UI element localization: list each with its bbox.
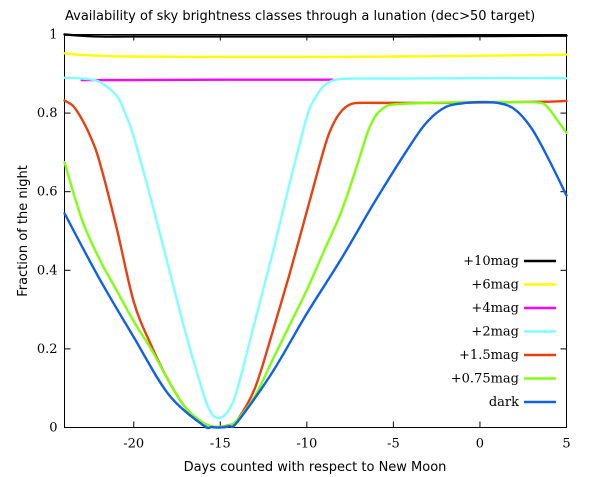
y-tick-label: 0.4 <box>37 263 58 278</box>
x-tick-label: 0 <box>476 437 484 452</box>
legend-label: dark <box>489 395 519 410</box>
x-tick-label: -15 <box>210 437 231 452</box>
legend-label: +4mag <box>471 301 519 316</box>
legend-label: +6mag <box>471 278 519 293</box>
y-tick-label: 0.6 <box>37 185 58 200</box>
series-line-6mag <box>63 52 568 59</box>
legend-label: +10mag <box>463 254 519 269</box>
y-tick-label: 0.2 <box>37 342 58 357</box>
y-tick-label: 1 <box>49 28 57 43</box>
legend-label: +0.75mag <box>451 372 519 387</box>
x-axis-label: Days counted with respect to New Moon <box>184 460 447 475</box>
plot-frame <box>64 34 567 428</box>
legend-label: +2mag <box>471 325 519 340</box>
chart-title: Availability of sky brightness classes t… <box>65 9 535 24</box>
series-line-1-5mag <box>63 99 568 429</box>
y-axis-label: Fraction of the night <box>16 165 31 297</box>
legend-label: +1.5mag <box>459 348 519 363</box>
series-line-2mag <box>63 76 568 420</box>
series-line-10mag <box>63 33 568 38</box>
x-tick-label: 5 <box>562 437 570 452</box>
y-tick-label: 0 <box>49 421 57 436</box>
series-line-dark <box>63 100 568 430</box>
y-tick-label: 0.8 <box>37 106 58 121</box>
x-axis: -20 -15 -10 -5 0 5 <box>123 34 571 452</box>
x-tick-label: -10 <box>296 437 317 452</box>
x-tick-label: -20 <box>123 437 144 452</box>
legend: +10mag +6mag +4mag +2mag +1.5mag +0.75mag dark <box>451 254 556 410</box>
x-tick-label: -5 <box>387 437 400 452</box>
y-axis: 0 0.2 0.4 0.6 0.8 1 <box>37 28 567 436</box>
series-group <box>63 33 568 430</box>
